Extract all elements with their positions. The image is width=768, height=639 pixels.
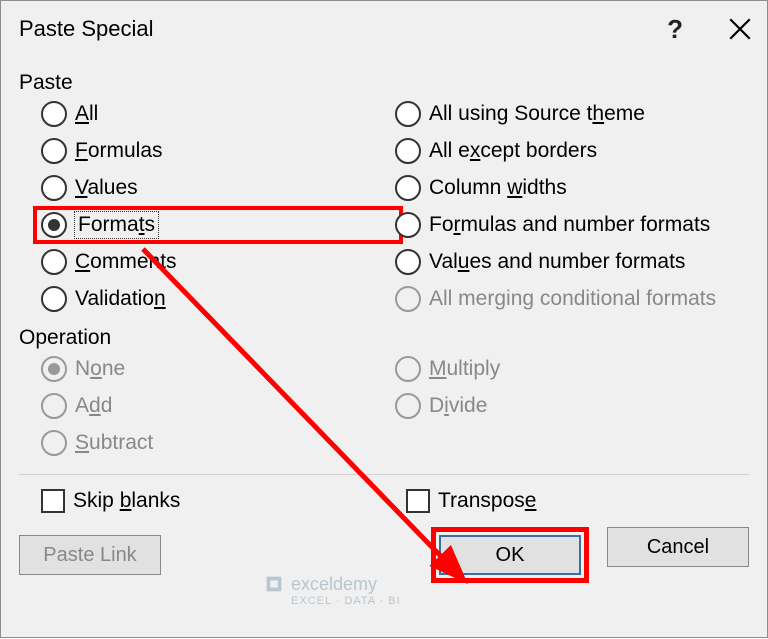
radio-icon <box>41 356 67 382</box>
transpose-label: Transpose <box>438 489 536 513</box>
divider <box>19 474 749 475</box>
radio-icon <box>41 286 67 312</box>
paste-option[interactable]: All using Source theme <box>395 101 749 127</box>
paste-label: Formats <box>75 212 158 238</box>
radio-icon <box>395 286 421 312</box>
paste-label: All using Source theme <box>429 102 645 126</box>
checkbox-icon <box>406 489 430 513</box>
paste-option[interactable]: Formulas and number formats <box>395 212 749 238</box>
paste-label: All merging conditional formats <box>429 287 716 311</box>
cancel-button[interactable]: Cancel <box>607 527 749 567</box>
radio-icon <box>41 249 67 275</box>
paste-option: All merging conditional formats <box>395 286 749 312</box>
ok-label: OK <box>496 544 525 567</box>
radio-icon <box>395 393 421 419</box>
watermark-icon <box>263 573 285 595</box>
operation-option: Subtract <box>41 430 395 456</box>
ok-button[interactable]: OK <box>439 535 581 575</box>
close-icon <box>727 16 753 42</box>
highlight-box: Formats <box>33 206 403 244</box>
titlebar-controls: ? <box>667 14 753 45</box>
paste-option[interactable]: Formulas <box>41 138 395 164</box>
help-button[interactable]: ? <box>667 14 683 45</box>
cancel-label: Cancel <box>647 536 709 559</box>
paste-label: All except borders <box>429 139 597 163</box>
paste-option[interactable]: Comments <box>41 249 395 275</box>
watermark: exceldemy EXCEL · DATA · BI <box>263 573 377 595</box>
paste-label: Formulas <box>75 139 163 163</box>
radio-icon <box>41 393 67 419</box>
paste-label: Comments <box>75 250 177 274</box>
paste-group-label: Paste <box>19 71 749 95</box>
paste-label: Validation <box>75 287 166 311</box>
operation-option: Multiply <box>395 356 749 382</box>
skip-blanks-label: Skip blanks <box>73 489 180 513</box>
paste-option[interactable]: Column widths <box>395 175 749 201</box>
paste-option[interactable]: Validation <box>41 286 395 312</box>
paste-link-button: Paste Link <box>19 535 161 575</box>
radio-icon <box>395 249 421 275</box>
paste-label: Column widths <box>429 176 567 200</box>
operation-label: Add <box>75 394 112 418</box>
operation-label: None <box>75 357 125 381</box>
paste-label: Values and number formats <box>429 250 685 274</box>
paste-option[interactable]: All <box>41 101 395 127</box>
close-button[interactable] <box>727 16 753 42</box>
checkbox-row: Skip blanks Transpose <box>19 489 749 513</box>
radio-icon <box>395 175 421 201</box>
radio-icon <box>41 430 67 456</box>
operation-options: None Add Subtract Multiply Divide <box>19 356 749 456</box>
paste-options: All Formulas Values Formats Comments Validati… <box>19 101 749 312</box>
paste-label: Formulas and number formats <box>429 213 710 237</box>
dialog-content: Paste All Formulas Values Formats Comments Va… <box>1 71 767 513</box>
radio-icon <box>41 101 67 127</box>
transpose-checkbox[interactable]: Transpose <box>406 489 749 513</box>
ok-highlight: OK <box>431 527 589 583</box>
watermark-text: exceldemy <box>291 574 377 595</box>
radio-icon <box>41 138 67 164</box>
operation-option: None <box>41 356 395 382</box>
operation-label: Subtract <box>75 431 153 455</box>
skip-blanks-checkbox[interactable]: Skip blanks <box>41 489 384 513</box>
titlebar: Paste Special ? <box>1 1 767 57</box>
radio-icon <box>395 212 421 238</box>
radio-icon <box>41 175 67 201</box>
operation-group-label: Operation <box>19 326 749 350</box>
paste-option[interactable]: All except borders <box>395 138 749 164</box>
radio-icon <box>395 101 421 127</box>
operation-option: Add <box>41 393 395 419</box>
checkbox-icon <box>41 489 65 513</box>
operation-label: Multiply <box>429 357 500 381</box>
paste-label: All <box>75 102 98 126</box>
paste-label: Values <box>75 176 138 200</box>
radio-icon <box>395 138 421 164</box>
paste-option[interactable]: Values and number formats <box>395 249 749 275</box>
paste-link-label: Paste Link <box>43 544 136 567</box>
radio-icon <box>395 356 421 382</box>
radio-icon <box>41 212 67 238</box>
operation-option: Divide <box>395 393 749 419</box>
dialog-title: Paste Special <box>19 16 154 42</box>
paste-option[interactable]: Formats <box>41 212 395 238</box>
operation-label: Divide <box>429 394 487 418</box>
paste-special-dialog: Paste Special ? Paste All Formulas Values F… <box>0 0 768 638</box>
watermark-sub: EXCEL · DATA · BI <box>291 595 401 607</box>
paste-option[interactable]: Values <box>41 175 395 201</box>
button-row: Paste Link OK Cancel <box>1 513 767 601</box>
